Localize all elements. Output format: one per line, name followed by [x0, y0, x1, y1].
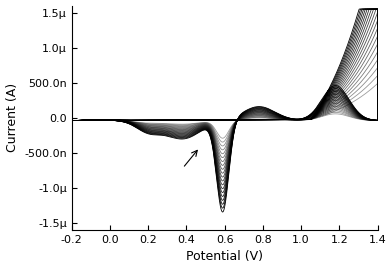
X-axis label: Potential (V): Potential (V) — [186, 250, 263, 263]
Y-axis label: Current (A): Current (A) — [5, 83, 18, 152]
